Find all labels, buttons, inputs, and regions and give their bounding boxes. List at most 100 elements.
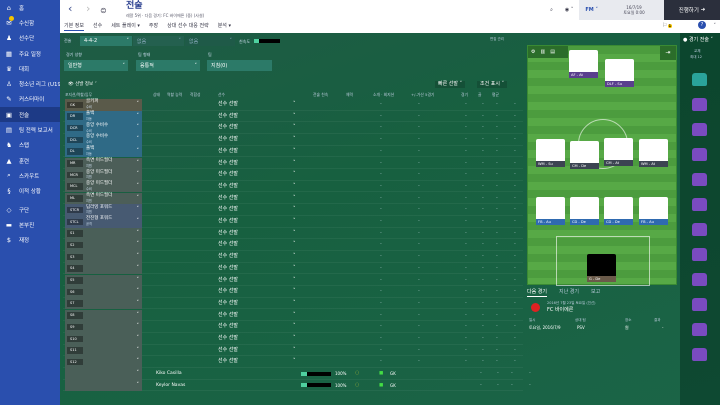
chevron-down-icon[interactable]: ˅: [136, 370, 140, 377]
chevron-down-icon[interactable]: ˅: [136, 253, 140, 260]
column-header[interactable]: 포지션/역할/임무: [65, 92, 93, 97]
sub-shirt-icon[interactable]: [692, 348, 707, 361]
pick-player-label[interactable]: 선수 선발: [218, 323, 238, 330]
position-select[interactable]: S12 ˅: [65, 356, 142, 368]
sub-shirt-icon[interactable]: [692, 198, 707, 211]
chevron-down-icon[interactable]: ˅: [293, 112, 296, 119]
match-tab-0[interactable]: 다음 경기: [527, 289, 547, 297]
pick-player-label[interactable]: 선수 선발: [218, 101, 238, 107]
column-header[interactable]: +/-가산 5경기: [411, 92, 435, 97]
chevron-down-icon[interactable]: ˅: [293, 159, 296, 166]
chevron-down-icon[interactable]: ˅: [293, 358, 296, 365]
chevron-down-icon[interactable]: ˅: [136, 264, 140, 271]
chart-icon[interactable]: ▥: [540, 49, 546, 55]
chevron-down-icon[interactable]: ˅: [136, 323, 140, 330]
shape-select[interactable]: 융통적 ˅: [136, 60, 200, 71]
column-header[interactable]: 소개 · 회지션: [373, 92, 395, 97]
forward-icon[interactable]: ›: [86, 2, 91, 15]
chevron-down-icon[interactable]: ˅: [136, 194, 140, 201]
column-header[interactable]: 역할 능력: [167, 92, 183, 97]
team-instructions[interactable]: 지침(0): [207, 60, 272, 71]
sidebar-item-9[interactable]: ♞ 스탭: [0, 138, 60, 153]
role-select[interactable]: CD - De: [570, 219, 599, 225]
chevron-down-icon[interactable]: ˅: [293, 124, 296, 131]
chevron-down-icon[interactable]: ˅: [136, 335, 140, 341]
sub-shirt-icon[interactable]: [692, 323, 707, 336]
tab-0[interactable]: 기본 정보: [64, 23, 84, 31]
position-select[interactable]: DCR 중앙 수비수 수비 ˅: [65, 122, 142, 134]
chevron-down-icon[interactable]: ˅: [136, 218, 140, 224]
fm-menu-button[interactable]: FM ˅: [579, 0, 604, 20]
pick-player-label[interactable]: 선수 선발: [218, 288, 238, 295]
player-slot-card[interactable]: CM - De: [570, 141, 599, 169]
chevron-down-icon[interactable]: ˅: [136, 346, 140, 353]
globe-icon[interactable]: ◉ ˅: [564, 7, 574, 13]
sidebar-item-2[interactable]: ♟ 선수단: [0, 31, 60, 46]
pick-player-label[interactable]: 선수 선발: [218, 311, 238, 318]
chevron-down-icon[interactable]: ˅: [136, 147, 140, 154]
chevron-down-icon[interactable]: ˅: [136, 276, 140, 283]
role-select[interactable]: FB - Au: [639, 219, 668, 225]
sub-shirt-icon[interactable]: [692, 173, 707, 186]
chevron-down-icon[interactable]: ˅: [136, 229, 140, 236]
sidebar-item-3[interactable]: ▦ 주요 일정: [0, 46, 60, 61]
club-icon[interactable]: ⊜: [100, 6, 107, 15]
expand-icon[interactable]: ⇥: [660, 46, 676, 60]
chevron-down-icon[interactable]: ˅: [293, 323, 296, 330]
player-slot-card[interactable]: DLF - Su: [605, 59, 634, 87]
mentality-select[interactable]: 일반형 ˅: [64, 60, 128, 71]
pick-player-label[interactable]: 선수 선발: [218, 206, 238, 213]
chevron-down-icon[interactable]: ˅: [293, 218, 296, 224]
chevron-down-icon[interactable]: ˅: [136, 136, 140, 143]
player-slot-card[interactable]: G - De: [587, 254, 616, 282]
tab-2[interactable]: 세트 플레이 ▾: [111, 23, 140, 29]
role-select[interactable]: WM - Su: [536, 161, 565, 167]
chevron-down-icon[interactable]: ˅: [293, 288, 296, 295]
sidebar-item-1[interactable]: ✉ 수신함: [0, 15, 60, 30]
player-slot-card[interactable]: FB - Au: [536, 197, 565, 225]
pick-player-label[interactable]: 선수 선발: [218, 147, 238, 154]
role-select[interactable]: DLF - Su: [605, 81, 634, 87]
match-tab-2[interactable]: 보고: [591, 289, 601, 295]
pick-player-label[interactable]: 선수 선발: [218, 171, 238, 178]
position-select[interactable]: MCR 중앙 미드필더 지원 ˅: [65, 169, 142, 181]
pick-player-label[interactable]: 선수 선발: [218, 253, 238, 260]
sidebar-item-0[interactable]: ⌂ 홈: [0, 0, 60, 15]
player-slot-card[interactable]: WM - Su: [536, 139, 565, 167]
position-select[interactable]: S11 ˅: [65, 344, 142, 357]
chevron-down-icon[interactable]: ˅: [136, 311, 140, 318]
position-select[interactable]: DL 풀백 자동 ˅: [65, 145, 142, 158]
position-select[interactable]: S3 ˅: [65, 251, 142, 263]
player-slot-card[interactable]: CD - De: [604, 197, 633, 225]
pick-player-label[interactable]: 선수 선발: [218, 159, 238, 166]
chevron-down-icon[interactable]: ˅: [293, 311, 296, 318]
position-select[interactable]: S8 ˅: [65, 309, 142, 322]
position-select[interactable]: STCR 딥라잉 포워드 지원 ˅: [65, 204, 142, 216]
chevron-down-icon[interactable]: ˅: [293, 194, 296, 201]
pick-player-label[interactable]: 선수 선발: [218, 346, 238, 353]
chevron-down-icon[interactable]: ˅: [136, 206, 140, 213]
chevron-down-icon[interactable]: ˅: [293, 229, 296, 236]
match-tab-1[interactable]: 지난 경기: [559, 289, 579, 295]
position-select[interactable]: GK 골키퍼 수비 ˅: [65, 99, 142, 111]
chevron-down-icon[interactable]: ˅: [293, 206, 296, 213]
position-select[interactable]: S5 ˅: [65, 274, 142, 286]
column-header[interactable]: 선수: [218, 92, 225, 97]
pick-player-label[interactable]: 선수 선발: [218, 112, 238, 119]
chevron-down-icon[interactable]: ˅: [293, 299, 296, 306]
pick-player-label[interactable]: 선수 선발: [218, 124, 238, 131]
chevron-down-icon[interactable]: ˅: [713, 23, 717, 29]
tab-5[interactable]: 분석 ▾: [217, 23, 231, 29]
column-header[interactable]: 경기: [461, 92, 468, 97]
sidebar-item-14[interactable]: ▬ 본부진: [0, 217, 60, 232]
column-header[interactable]: 전술 친숙: [313, 92, 329, 97]
search-icon[interactable]: ⌕: [550, 7, 553, 13]
chevron-down-icon[interactable]: ˅: [136, 358, 140, 365]
tab-4[interactable]: 상대 선수 대응 전략: [167, 23, 209, 29]
role-select[interactable]: G - De: [587, 276, 616, 282]
list-icon[interactable]: ▤: [550, 49, 555, 55]
tab-3[interactable]: 주장: [148, 23, 159, 29]
pick-player-label[interactable]: 선수 선발: [218, 218, 238, 224]
sidebar-item-8[interactable]: ▤ 팀 전력 보고서: [0, 122, 60, 137]
player-slot-card[interactable]: CM - At: [604, 138, 633, 166]
